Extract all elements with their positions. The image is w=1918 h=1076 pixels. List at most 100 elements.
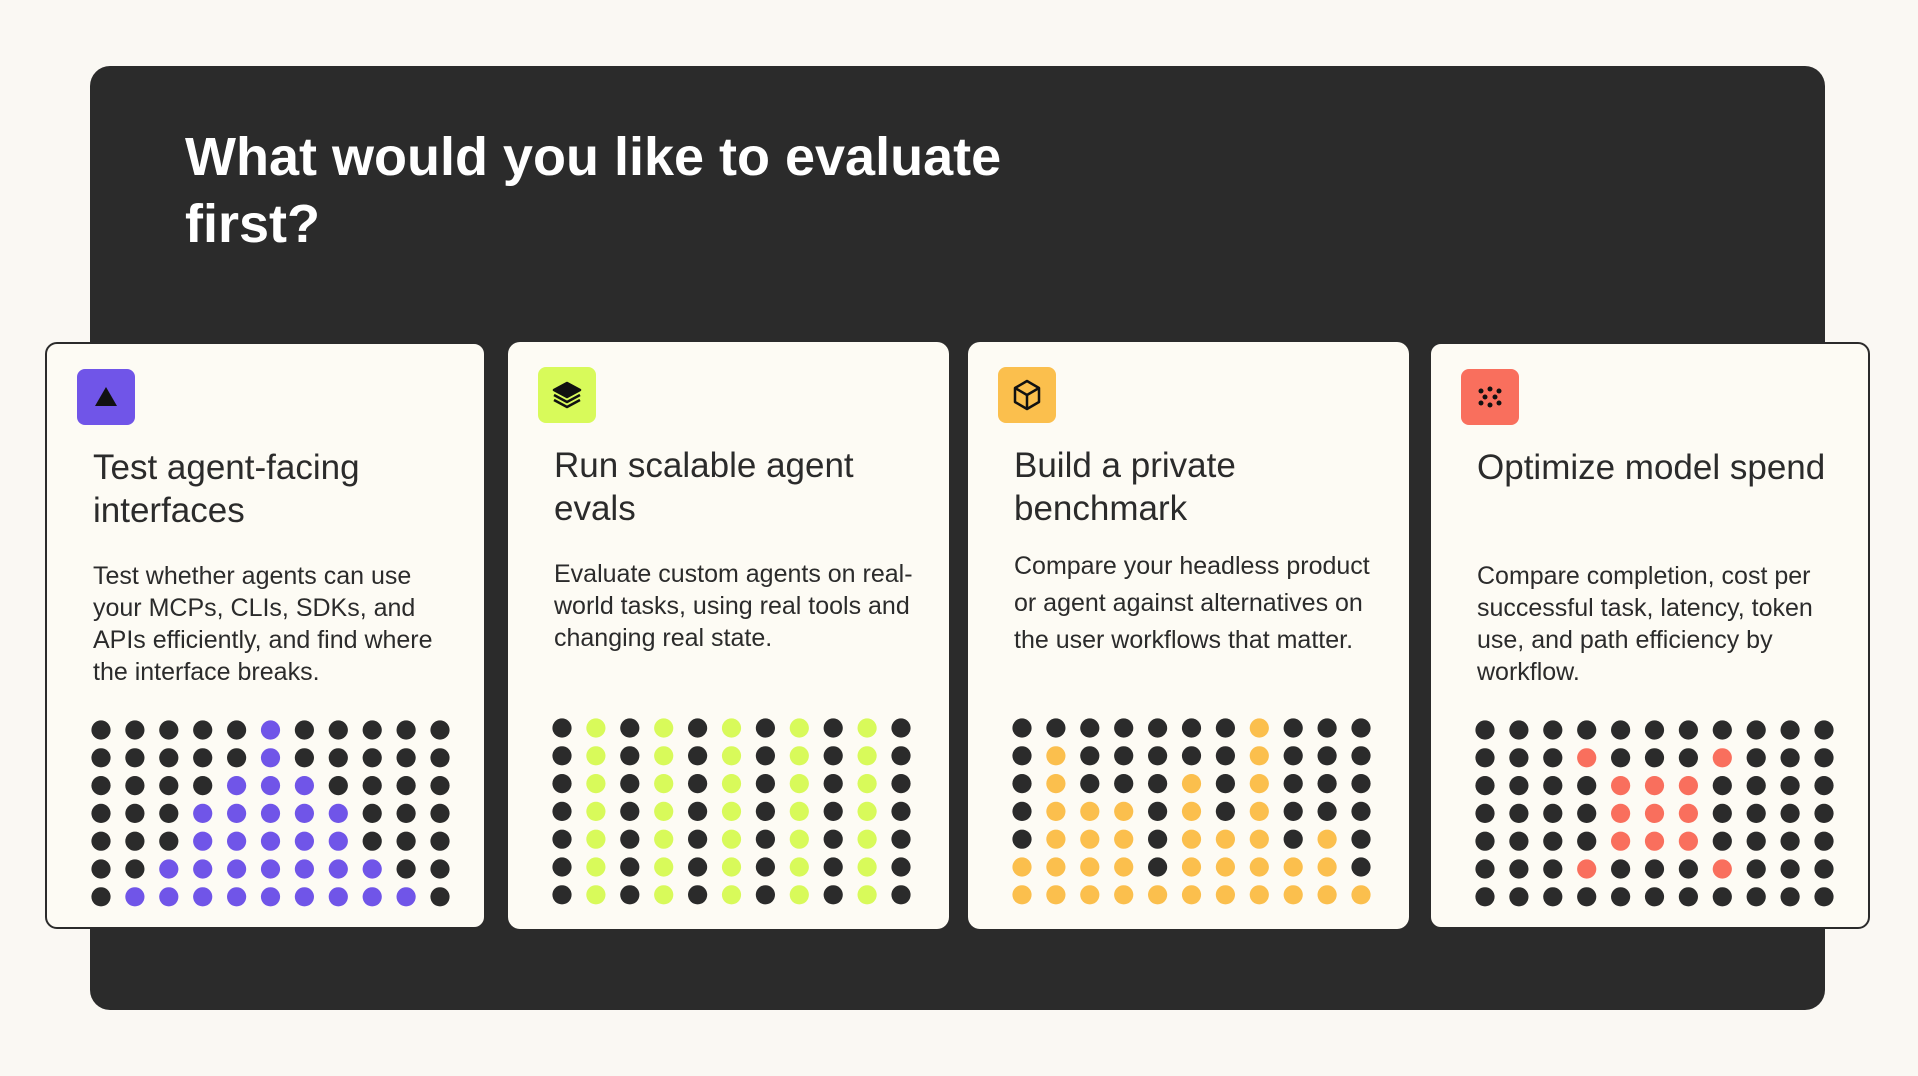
dot <box>91 859 111 879</box>
dot <box>260 803 281 823</box>
dot <box>328 887 348 907</box>
dot <box>1509 831 1529 851</box>
dot <box>755 718 775 738</box>
dot <box>1351 718 1371 738</box>
dot <box>396 720 416 740</box>
dot <box>260 748 281 768</box>
dot <box>1283 857 1303 877</box>
dot <box>1080 774 1100 794</box>
dot <box>430 803 450 823</box>
dot <box>260 776 281 796</box>
dot <box>1611 776 1631 796</box>
dot <box>654 885 674 905</box>
dot <box>430 887 450 907</box>
dot <box>1712 803 1732 823</box>
dot <box>260 859 281 879</box>
dot <box>891 774 911 794</box>
dot <box>1543 748 1563 768</box>
dot <box>891 885 911 905</box>
dot <box>1317 718 1337 738</box>
dot <box>857 857 877 877</box>
dot <box>125 748 145 768</box>
dot-grid <box>552 718 911 905</box>
dot <box>125 803 145 823</box>
dot <box>1351 857 1371 877</box>
card[interactable]: Run scalable agent evals Evaluate custom… <box>508 342 949 929</box>
dot <box>823 718 843 738</box>
dot <box>1283 774 1303 794</box>
dot <box>1814 831 1834 851</box>
dot <box>1249 885 1269 905</box>
dot <box>1611 859 1631 879</box>
dot <box>1148 885 1168 905</box>
dot <box>159 831 179 851</box>
dot <box>823 774 843 794</box>
dot <box>1644 748 1665 768</box>
dot <box>328 748 348 768</box>
dot <box>91 887 111 907</box>
dot <box>654 857 674 877</box>
card[interactable]: Optimize model spend Compare completion,… <box>1429 342 1870 929</box>
dot <box>620 829 640 849</box>
dot <box>1351 746 1371 766</box>
dot <box>1012 829 1032 849</box>
dot <box>193 803 213 823</box>
icon-glyph <box>95 387 117 406</box>
dot <box>823 801 843 821</box>
dot <box>396 748 416 768</box>
dot <box>1543 776 1563 796</box>
dot <box>789 857 809 877</box>
icon <box>538 367 596 423</box>
dot <box>260 720 281 740</box>
dot <box>552 857 572 877</box>
dot <box>891 746 911 766</box>
dot <box>1780 831 1800 851</box>
dot <box>891 801 911 821</box>
dot <box>552 746 572 766</box>
card[interactable]: Build a private benchmark Compare your h… <box>968 342 1409 929</box>
icon-glyph <box>1013 379 1041 411</box>
dot <box>654 774 674 794</box>
dot <box>789 829 809 849</box>
dot <box>620 801 640 821</box>
dot <box>1012 885 1032 905</box>
dot <box>1046 718 1066 738</box>
dot <box>891 857 911 877</box>
dot <box>552 801 572 821</box>
dot <box>1644 831 1665 851</box>
dot <box>125 859 145 879</box>
dot <box>721 774 742 794</box>
dot <box>721 829 742 849</box>
dot <box>654 829 674 849</box>
dot <box>552 718 572 738</box>
dot <box>620 718 640 738</box>
dot <box>1215 746 1235 766</box>
dot <box>1509 776 1529 796</box>
dot <box>1814 776 1834 796</box>
dot <box>1148 857 1168 877</box>
dot <box>688 718 708 738</box>
dot <box>1746 748 1766 768</box>
dot <box>755 857 775 877</box>
dot <box>1678 720 1698 740</box>
card-title: Run scalable agent evals <box>554 446 854 528</box>
dot <box>159 776 179 796</box>
card[interactable]: Test agent-facing interfaces Test whethe… <box>45 342 486 929</box>
dot <box>1475 803 1495 823</box>
dot <box>328 831 348 851</box>
dot <box>755 746 775 766</box>
dot <box>91 831 111 851</box>
card-description: Test whether agents can use your MCPs, C… <box>93 562 433 686</box>
heading: What would you like to evaluate first? <box>185 127 1002 254</box>
dot <box>721 801 742 821</box>
dot <box>1577 776 1597 796</box>
dot <box>1746 831 1766 851</box>
dot <box>362 748 382 768</box>
card-title: Build a private benchmark <box>1014 446 1236 528</box>
dot <box>1712 748 1732 768</box>
dot <box>1351 829 1371 849</box>
dot <box>857 829 877 849</box>
dot <box>620 746 640 766</box>
dot <box>654 746 674 766</box>
dot <box>1215 774 1235 794</box>
